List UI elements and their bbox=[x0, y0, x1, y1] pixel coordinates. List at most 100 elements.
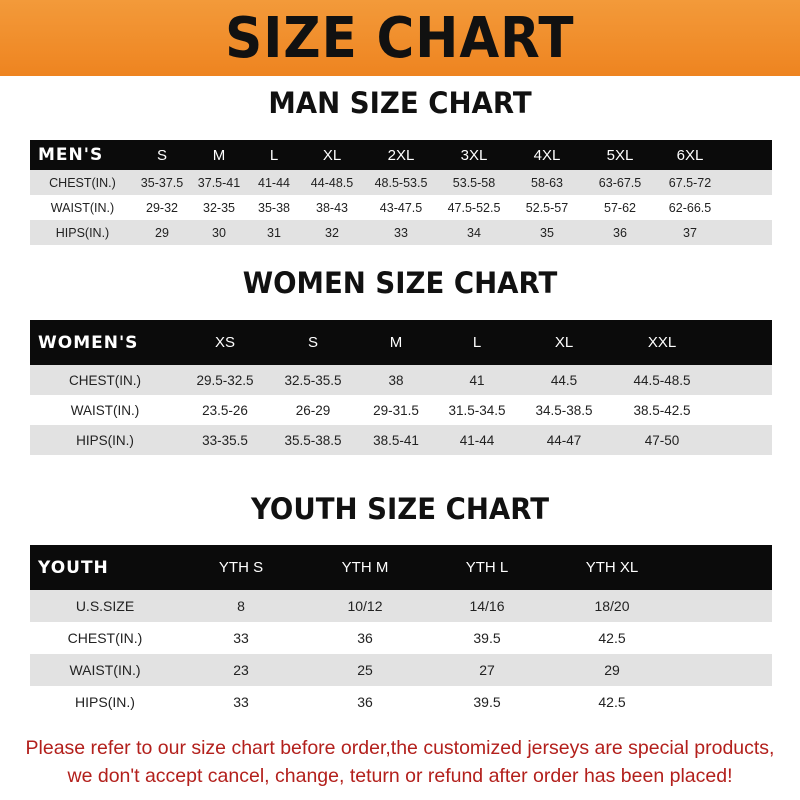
row-label: CHEST(IN.) bbox=[49, 175, 116, 190]
size-value: 48.5-53.5 bbox=[374, 175, 428, 190]
size-value: 42.5 bbox=[598, 694, 626, 710]
size-value: 33-35.5 bbox=[202, 432, 248, 448]
size-header: 6XL bbox=[676, 146, 704, 164]
size-value: 44-47 bbox=[546, 432, 582, 448]
size-value: 44.5 bbox=[550, 372, 578, 388]
size-value: 29-32 bbox=[146, 200, 178, 215]
table-row: WAIST(IN.) 23.5-26 26-29 29-31.5 31.5-34.5 34… bbox=[30, 395, 772, 425]
size-header: 4XL bbox=[533, 146, 561, 164]
table-row: HIPS(IN.) 33-35.5 35.5-38.5 38.5-41 41-44 44-… bbox=[30, 425, 772, 455]
size-value: 29.5-32.5 bbox=[196, 372, 254, 388]
notice-line-2: we don't accept cancel, change, teturn o… bbox=[67, 765, 733, 787]
women-title: WOMEN SIZE CHART bbox=[242, 266, 558, 300]
size-value: 26-29 bbox=[295, 402, 331, 418]
row-label: CHEST(IN.) bbox=[69, 372, 141, 388]
size-value: 35.5-38.5 bbox=[284, 432, 342, 448]
youth-title: YOUTH SIZE CHART bbox=[250, 492, 550, 526]
size-value: 8 bbox=[237, 598, 245, 614]
size-value: 67.5-72 bbox=[668, 175, 712, 190]
size-value: 38 bbox=[388, 372, 404, 388]
youth-size-table: YOUTH YTH S YTH M YTH L YTH XL U.S.SIZE 8 10/12… bbox=[30, 545, 772, 718]
size-value: 32.5-35.5 bbox=[284, 372, 342, 388]
size-value: 42.5 bbox=[598, 630, 626, 646]
row-label: WAIST(IN.) bbox=[69, 662, 141, 678]
size-header: L bbox=[269, 146, 279, 164]
size-header: L bbox=[472, 334, 482, 351]
size-value: 10/12 bbox=[347, 598, 383, 614]
size-header: 3XL bbox=[460, 146, 488, 164]
table-label: YOUTH bbox=[38, 557, 109, 578]
header-row: YOUTH YTH S YTH M YTH L YTH XL bbox=[30, 545, 772, 590]
table-label: MEN'S bbox=[38, 145, 104, 165]
table-label: WOMEN'S bbox=[38, 332, 139, 353]
size-value: 57-62 bbox=[604, 200, 636, 215]
size-value: 18/20 bbox=[594, 598, 630, 614]
size-value: 39.5 bbox=[473, 630, 501, 646]
size-value: 35-38 bbox=[258, 200, 290, 215]
size-value: 37.5-41 bbox=[197, 175, 241, 190]
size-value: 44.5-48.5 bbox=[633, 372, 691, 388]
size-header: YTH S bbox=[218, 559, 264, 576]
size-value: 33 bbox=[394, 225, 408, 240]
notice: Please refer to our size chart before or… bbox=[0, 734, 800, 790]
size-value: 34 bbox=[467, 225, 481, 240]
size-value: 27 bbox=[479, 662, 495, 678]
table-row: HIPS(IN.) 33 36 39.5 42.5 bbox=[30, 686, 772, 718]
row-label: HIPS(IN.) bbox=[55, 225, 110, 240]
size-value: 32 bbox=[325, 225, 339, 240]
header-row: WOMEN'S XS S M L XL XXL bbox=[30, 320, 772, 365]
size-value: 35-37.5 bbox=[140, 175, 184, 190]
table-row: CHEST(IN.) 33 36 39.5 42.5 bbox=[30, 622, 772, 654]
size-value: 29-31.5 bbox=[373, 402, 419, 418]
row-label: HIPS(IN.) bbox=[75, 694, 135, 710]
header-row: MEN'S S M L XL 2XL 3XL 4XL 5XL 6XL bbox=[30, 140, 772, 170]
men-title: MAN SIZE CHART bbox=[268, 86, 532, 120]
size-header: XXL bbox=[647, 334, 677, 351]
size-header: XL bbox=[322, 146, 342, 164]
table-row: WAIST(IN.) 29-32 32-35 35-38 38-43 43-47.5 47.… bbox=[30, 195, 772, 220]
size-value: 31.5-34.5 bbox=[448, 402, 506, 418]
size-value: 33 bbox=[233, 630, 249, 646]
size-header: M bbox=[389, 334, 403, 351]
size-header: S bbox=[156, 146, 167, 164]
size-value: 23.5-26 bbox=[202, 402, 248, 418]
size-value: 23 bbox=[233, 662, 249, 678]
size-value: 36 bbox=[357, 694, 373, 710]
size-chart-banner: SIZE CHART bbox=[0, 0, 800, 76]
row-label: WAIST(IN.) bbox=[70, 402, 140, 418]
size-header: YTH M bbox=[341, 559, 389, 576]
main-title: SIZE CHART bbox=[225, 5, 575, 71]
size-value: 29 bbox=[604, 662, 620, 678]
size-value: 41-44 bbox=[459, 432, 495, 448]
row-label: HIPS(IN.) bbox=[76, 432, 134, 448]
table-row: CHEST(IN.) 29.5-32.5 32.5-35.5 38 41 44.5 44.5… bbox=[30, 365, 772, 395]
size-value: 38-43 bbox=[316, 200, 348, 215]
row-label: WAIST(IN.) bbox=[50, 200, 115, 215]
men-size-table: MEN'S S M L XL 2XL 3XL 4XL 5XL 6XL CHEST(IN.) 35-37… bbox=[30, 140, 772, 245]
size-value: 29 bbox=[155, 225, 169, 240]
size-header: YTH L bbox=[465, 559, 509, 576]
size-value: 44-48.5 bbox=[310, 175, 354, 190]
size-value: 47.5-52.5 bbox=[447, 200, 501, 215]
size-value: 52.5-57 bbox=[525, 200, 569, 215]
size-header: XS bbox=[214, 334, 235, 351]
size-value: 41-44 bbox=[258, 175, 290, 190]
size-value: 25 bbox=[357, 662, 373, 678]
row-label: CHEST(IN.) bbox=[67, 630, 143, 646]
size-value: 30 bbox=[212, 225, 226, 240]
table-row: CHEST(IN.) 35-37.5 37.5-41 41-44 44-48.5 48.5… bbox=[30, 170, 772, 195]
size-value: 34.5-38.5 bbox=[535, 402, 593, 418]
size-value: 38.5-41 bbox=[373, 432, 419, 448]
row-label: U.S.SIZE bbox=[75, 598, 135, 614]
size-header: S bbox=[307, 334, 318, 351]
size-value: 47-50 bbox=[644, 432, 680, 448]
size-value: 33 bbox=[233, 694, 249, 710]
size-value: 36 bbox=[357, 630, 373, 646]
size-header: M bbox=[212, 146, 226, 164]
women-size-table: WOMEN'S XS S M L XL XXL CHEST(IN.) 29.5-32.5 32.5… bbox=[30, 320, 772, 455]
size-value: 32-35 bbox=[203, 200, 235, 215]
table-row: U.S.SIZE 8 10/12 14/16 18/20 bbox=[30, 590, 772, 622]
size-value: 31 bbox=[267, 225, 281, 240]
notice-line-1: Please refer to our size chart before or… bbox=[25, 737, 775, 759]
size-value: 37 bbox=[683, 225, 697, 240]
